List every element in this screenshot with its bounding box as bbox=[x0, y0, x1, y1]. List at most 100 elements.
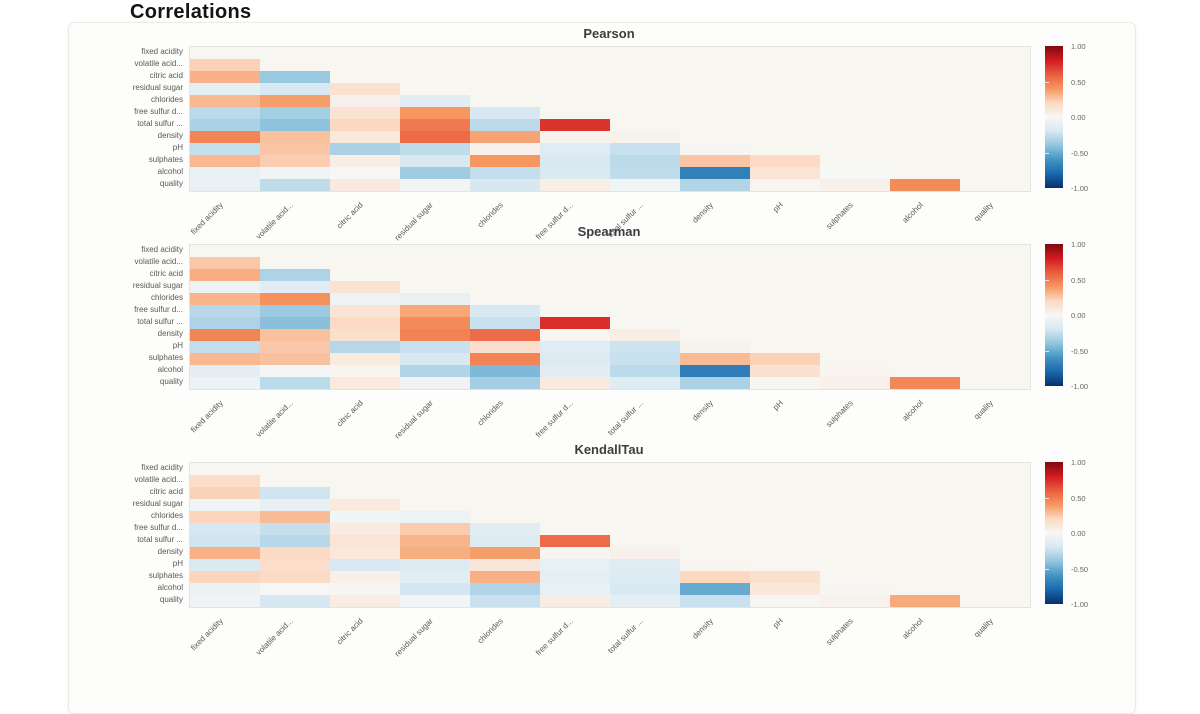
colorbar-tick-mark bbox=[1045, 568, 1049, 570]
correlations-report-page: Correlations Pearson fixed acidity volati… bbox=[68, 1, 1136, 714]
corr-cell bbox=[610, 155, 680, 167]
y-axis-label: citric acid bbox=[149, 71, 183, 80]
y-axis-label: fixed acidity bbox=[141, 47, 183, 56]
corr-cell bbox=[470, 571, 540, 583]
corr-cell bbox=[750, 377, 820, 389]
colorbar-tick-label: 1.00 bbox=[1071, 42, 1086, 51]
chart-title-spearman: Spearman bbox=[577, 224, 641, 239]
colorbar-tick-label: -0.50 bbox=[1071, 148, 1089, 158]
colorbar-tick-label: 0.00 bbox=[1071, 311, 1086, 320]
correlations-card: Pearson fixed acidity volatile acid... cit… bbox=[68, 22, 1136, 714]
corr-cell bbox=[190, 71, 260, 83]
corr-cell bbox=[260, 559, 330, 571]
colorbar-tick-label: 1.00 bbox=[1071, 240, 1086, 249]
corr-cell bbox=[260, 583, 330, 595]
corr-cell bbox=[330, 523, 400, 535]
corr-cell bbox=[190, 329, 260, 341]
corr-cell bbox=[610, 547, 680, 559]
corr-cell bbox=[330, 341, 400, 353]
corr-cell bbox=[400, 365, 470, 377]
y-axis-label: total sulfur ... bbox=[137, 535, 183, 544]
corr-cell bbox=[260, 179, 330, 191]
corr-cell bbox=[260, 487, 330, 499]
y-axis-label: pH bbox=[172, 143, 183, 152]
corr-cell bbox=[470, 179, 540, 191]
corr-cell bbox=[260, 155, 330, 167]
corr-cell bbox=[540, 341, 610, 353]
corr-cell bbox=[190, 547, 260, 559]
y-axis-label: citric acid bbox=[149, 269, 183, 278]
corr-cell bbox=[400, 595, 470, 607]
heatmap-panel bbox=[189, 462, 1031, 608]
corr-cell bbox=[400, 535, 470, 547]
colorbar-tick-label: -0.50 bbox=[1071, 346, 1089, 356]
corr-cell bbox=[680, 353, 750, 365]
corr-cell bbox=[400, 95, 470, 107]
corr-cell bbox=[610, 179, 680, 191]
corr-cell bbox=[470, 119, 540, 131]
corr-cell bbox=[470, 547, 540, 559]
corr-cell bbox=[330, 179, 400, 191]
corr-cell bbox=[400, 131, 470, 143]
corr-cell bbox=[750, 179, 820, 191]
corr-cell bbox=[540, 547, 610, 559]
x-axis-label: alcohol bbox=[900, 616, 925, 641]
corr-cell bbox=[260, 547, 330, 559]
corr-cell bbox=[470, 583, 540, 595]
corr-cell bbox=[190, 107, 260, 119]
corr-cell bbox=[190, 595, 260, 607]
corr-cell bbox=[470, 329, 540, 341]
corr-cell bbox=[540, 131, 610, 143]
corr-cell bbox=[470, 559, 540, 571]
corr-cell bbox=[470, 535, 540, 547]
x-axis-label: free sulfur d... bbox=[533, 616, 575, 658]
corr-cell bbox=[330, 365, 400, 377]
corr-cell bbox=[400, 293, 470, 305]
corr-cell bbox=[260, 377, 330, 389]
corr-cell bbox=[260, 83, 330, 95]
corr-cell bbox=[260, 305, 330, 317]
y-axis-label: volatile acid... bbox=[134, 59, 183, 68]
corr-cell bbox=[330, 281, 400, 293]
corr-cell bbox=[190, 59, 260, 71]
y-axis-label: fixed acidity bbox=[141, 463, 183, 472]
colorbar-tick-label: 0.50 bbox=[1071, 77, 1086, 87]
corr-cell bbox=[330, 511, 400, 523]
colorbar-tick-mark bbox=[1045, 152, 1049, 154]
corr-cell bbox=[680, 583, 750, 595]
pearson-heatmap-section: Pearson fixed acidity volatile acid... cit… bbox=[69, 26, 1135, 242]
y-axis-label: chlorides bbox=[150, 293, 183, 302]
y-axis-label: residual sugar bbox=[132, 83, 183, 92]
y-axis-label: pH bbox=[172, 559, 183, 568]
corr-cell bbox=[680, 595, 750, 607]
y-axis-label: free sulfur d... bbox=[134, 305, 183, 314]
corr-cell bbox=[400, 179, 470, 191]
corr-cell bbox=[890, 179, 960, 191]
corr-cell bbox=[190, 143, 260, 155]
corr-cell bbox=[540, 595, 610, 607]
corr-cell bbox=[260, 511, 330, 523]
corr-cell bbox=[330, 595, 400, 607]
y-axis-label: density bbox=[157, 329, 183, 338]
corr-cell bbox=[260, 317, 330, 329]
y-axis-label: volatile acid... bbox=[134, 475, 183, 484]
corr-cell bbox=[680, 143, 750, 155]
colorbar bbox=[1045, 462, 1063, 604]
colorbar-tick-label: 0.50 bbox=[1071, 275, 1086, 285]
corr-cell bbox=[470, 167, 540, 179]
y-axis-label: free sulfur d... bbox=[134, 523, 183, 532]
corr-cell bbox=[680, 179, 750, 191]
corr-cell bbox=[330, 107, 400, 119]
corr-cell bbox=[400, 353, 470, 365]
corr-cell bbox=[610, 595, 680, 607]
corr-cell bbox=[540, 143, 610, 155]
y-axis-label: sulphates bbox=[148, 353, 183, 362]
corr-cell bbox=[540, 353, 610, 365]
colorbar bbox=[1045, 244, 1063, 386]
corr-cell bbox=[190, 281, 260, 293]
corr-cell bbox=[260, 281, 330, 293]
x-axis-label: volatile acid... bbox=[254, 616, 295, 658]
corr-cell bbox=[610, 131, 680, 143]
y-axis-label: volatile acid... bbox=[134, 257, 183, 266]
colorbar-tick-mark bbox=[1045, 497, 1049, 499]
